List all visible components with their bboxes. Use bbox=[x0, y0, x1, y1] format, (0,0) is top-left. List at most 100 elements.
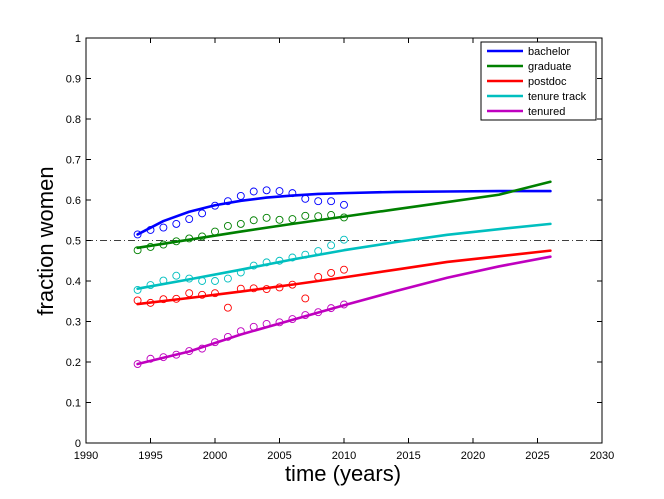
data-point-tenure-track bbox=[211, 277, 219, 285]
x-tick-label: 1995 bbox=[138, 450, 162, 462]
data-point-tenure-track bbox=[249, 261, 258, 270]
data-point-postdoc bbox=[198, 290, 207, 299]
legend: bachelor graduate postdoc tenure track tenur… bbox=[480, 41, 597, 121]
data-point-postdoc bbox=[223, 303, 232, 312]
data-point-graduate bbox=[288, 215, 297, 223]
data-point-tenure-track bbox=[223, 274, 232, 283]
data-point-tenure-track bbox=[198, 277, 207, 285]
x-axis-title: time (years) bbox=[285, 461, 401, 486]
data-point-tenured bbox=[314, 308, 323, 317]
data-point-tenure-track bbox=[288, 253, 297, 262]
data-point-bachelor bbox=[172, 219, 181, 228]
data-point-bachelor bbox=[159, 223, 168, 232]
data-point-graduate bbox=[185, 234, 194, 243]
data-point-tenured bbox=[288, 315, 297, 324]
data-point-graduate bbox=[211, 227, 219, 236]
fit-lines-layer bbox=[136, 180, 552, 366]
data-point-postdoc bbox=[236, 284, 245, 293]
data-point-bachelor bbox=[133, 230, 142, 239]
data-point-bachelor bbox=[146, 226, 155, 234]
data-point-bachelor bbox=[211, 201, 219, 210]
data-point-tenure-track bbox=[185, 274, 194, 283]
data-point-graduate bbox=[236, 219, 245, 228]
data-point-tenured bbox=[223, 332, 232, 341]
y-tick-label: 0.5 bbox=[66, 236, 81, 248]
ticks-layer: 1990 1995 2000 2005 2010 2015 2020 2025 2030 0 0.1… bbox=[66, 33, 615, 462]
data-point-graduate bbox=[327, 211, 336, 219]
data-point-tenured bbox=[133, 360, 142, 368]
data-point-graduate bbox=[133, 246, 142, 255]
legend-label-tenure-track: tenure track bbox=[528, 91, 587, 103]
data-point-postdoc bbox=[249, 284, 258, 293]
data-point-graduate bbox=[340, 213, 348, 222]
y-tick-label: 1 bbox=[75, 33, 81, 45]
data-point-postdoc bbox=[275, 283, 284, 292]
y-axis-title: fraction women bbox=[33, 166, 58, 315]
data-point-tenure-track bbox=[275, 256, 284, 265]
data-point-bachelor bbox=[340, 200, 348, 209]
data-point-graduate bbox=[223, 221, 232, 230]
data-point-postdoc bbox=[133, 296, 142, 305]
data-point-tenured bbox=[185, 347, 194, 356]
data-point-bachelor bbox=[314, 197, 323, 206]
x-tick-label: 2000 bbox=[203, 450, 227, 462]
fit-line-tenured bbox=[136, 255, 552, 366]
data-point-graduate bbox=[275, 215, 284, 224]
data-point-graduate bbox=[301, 211, 310, 220]
data-point-graduate bbox=[249, 216, 258, 225]
y-tick-label: 0 bbox=[75, 438, 81, 450]
data-point-tenure-track bbox=[159, 276, 168, 285]
fit-line-postdoc bbox=[136, 249, 552, 306]
data-point-tenure-track bbox=[314, 247, 323, 255]
data-point-postdoc bbox=[327, 268, 336, 277]
data-point-bachelor bbox=[223, 197, 232, 206]
data-point-tenured bbox=[301, 311, 310, 319]
data-point-postdoc bbox=[301, 294, 310, 303]
data-point-bachelor bbox=[288, 189, 297, 198]
data-point-graduate bbox=[262, 213, 271, 222]
data-point-postdoc bbox=[314, 273, 323, 281]
data-point-postdoc bbox=[159, 295, 168, 304]
data-point-postdoc bbox=[288, 280, 297, 289]
data-point-tenure-track bbox=[327, 241, 336, 250]
data-point-tenured bbox=[262, 319, 271, 328]
y-tick-label: 0.7 bbox=[66, 155, 81, 167]
y-tick-label: 0.6 bbox=[66, 195, 81, 207]
data-point-postdoc bbox=[340, 265, 348, 274]
data-point-bachelor bbox=[301, 194, 310, 203]
data-point-tenured bbox=[275, 318, 284, 327]
data-point-tenure-track bbox=[172, 271, 181, 280]
data-point-graduate bbox=[159, 240, 168, 249]
data-point-tenured bbox=[211, 338, 219, 347]
data-point-tenure-track bbox=[146, 281, 155, 289]
data-point-bachelor bbox=[198, 209, 207, 218]
data-point-bachelor bbox=[262, 186, 271, 195]
data-point-tenure-track bbox=[301, 250, 310, 259]
data-point-bachelor bbox=[327, 197, 336, 206]
data-point-tenured bbox=[198, 344, 207, 353]
data-point-bachelor bbox=[249, 187, 258, 196]
data-point-tenured bbox=[340, 300, 348, 309]
x-tick-label: 2030 bbox=[590, 450, 614, 462]
legend-label-graduate: graduate bbox=[528, 61, 571, 73]
data-point-bachelor bbox=[236, 191, 245, 200]
y-tick-label: 0.8 bbox=[66, 114, 81, 126]
x-tick-label: 1990 bbox=[74, 450, 98, 462]
data-point-tenured bbox=[236, 327, 245, 336]
y-tick-label: 0.9 bbox=[66, 74, 81, 86]
y-tick-label: 0.1 bbox=[66, 398, 81, 410]
data-point-postdoc bbox=[172, 294, 181, 303]
legend-label-postdoc: postdoc bbox=[528, 76, 567, 88]
data-point-tenure-track bbox=[236, 268, 245, 277]
y-tick-label: 0.2 bbox=[66, 357, 81, 369]
data-point-tenure-track bbox=[262, 258, 271, 267]
data-point-postdoc bbox=[262, 285, 271, 294]
x-tick-label: 2025 bbox=[525, 450, 549, 462]
data-point-postdoc bbox=[211, 289, 219, 298]
data-point-bachelor bbox=[185, 215, 194, 223]
data-point-tenured bbox=[159, 353, 168, 362]
data-point-postdoc bbox=[146, 298, 155, 307]
data-point-tenure-track bbox=[133, 285, 142, 294]
data-point-graduate bbox=[314, 212, 323, 221]
